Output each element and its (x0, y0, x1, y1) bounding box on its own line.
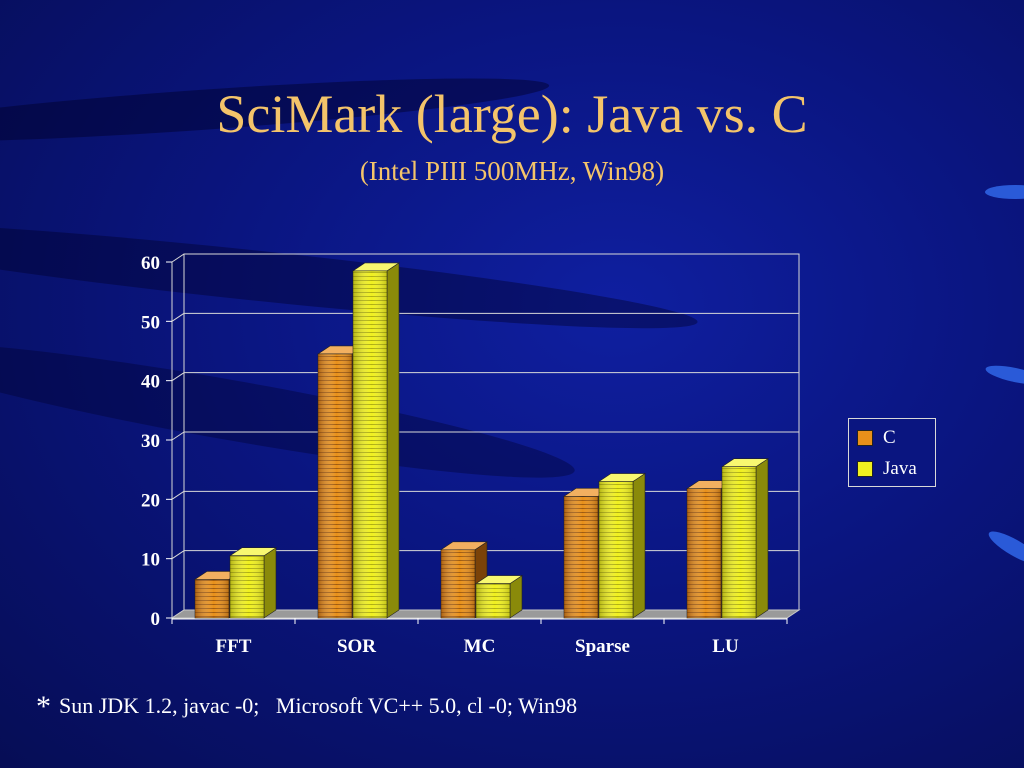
y-tick-label: 40 (141, 372, 160, 393)
bar-java-side (386, 262, 400, 619)
bar-c-shade (318, 353, 352, 618)
footnote-marker: * (36, 690, 51, 723)
y-tick-label: 0 (151, 609, 161, 630)
bar-c-shade (195, 579, 229, 618)
legend-item-c: C (857, 427, 896, 448)
y-tick-label: 60 (141, 253, 160, 274)
x-tick-label: SOR (337, 636, 376, 657)
x-tick-label: MC (464, 636, 496, 657)
y-tick-label: 30 (141, 431, 160, 452)
y-tick-label: 20 (141, 490, 160, 511)
bar-java-shade (353, 270, 387, 618)
x-tick-label: Sparse (575, 636, 630, 657)
bar-java-side (263, 547, 277, 619)
legend-swatch-java (857, 461, 873, 477)
slide-title: SciMark (large): Java vs. C (216, 84, 808, 144)
legend-label-c: C (883, 427, 896, 448)
bar-java-side (632, 472, 646, 619)
gridline-side (171, 312, 185, 322)
x-tick-label: LU (712, 636, 739, 657)
y-tick-label: 50 (141, 312, 160, 333)
gridline-side (171, 431, 185, 441)
gridline-side (171, 550, 185, 560)
bar-c-shade (441, 549, 475, 618)
chart-legend: C Java (848, 418, 936, 487)
legend-item-java: Java (857, 458, 917, 479)
gridline-side (171, 253, 185, 263)
legend-label-java: Java (883, 458, 917, 479)
footnote-text: Sun JDK 1.2, javac -0; Microsoft VC++ 5.… (59, 693, 578, 718)
x-tick-label: FFT (216, 636, 252, 657)
y-tick-label: 10 (141, 550, 160, 571)
bar-java-shade (722, 466, 756, 618)
legend-swatch-c (857, 430, 873, 446)
gridline-side (171, 490, 185, 500)
bar-java-side (755, 458, 769, 619)
slide-subtitle: (Intel PIII 500MHz, Win98) (359, 156, 665, 186)
bar-java-shade (476, 583, 510, 618)
bar-java-shade (599, 481, 633, 618)
bar-c-shade (687, 488, 721, 618)
footnote: * Sun JDK 1.2, javac -0; Microsoft VC++ 5… (36, 690, 577, 724)
gridline-side (171, 372, 185, 382)
bar-c-shade (564, 496, 598, 618)
bar-java-shade (230, 555, 264, 618)
